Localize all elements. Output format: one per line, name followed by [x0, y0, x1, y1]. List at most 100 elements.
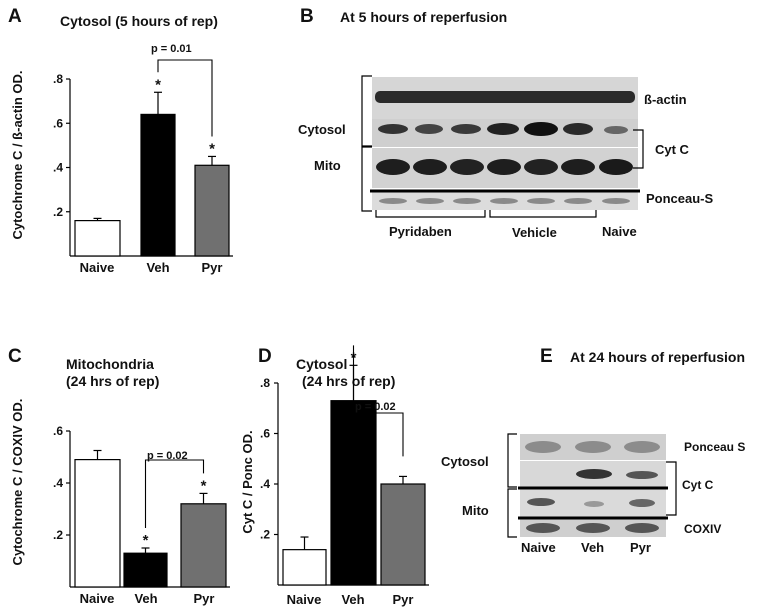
bracket-pyridaben [375, 210, 486, 218]
bracket-e-mito [507, 488, 517, 538]
y-tick-label: .8 [260, 376, 270, 390]
y-tick-label: .6 [260, 427, 270, 441]
panel-d-letter: D [258, 346, 272, 367]
y-tick-label: .4 [53, 476, 63, 490]
panel-b: B At 5 hours of reperfusion [298, 6, 714, 240]
category-label: Veh [146, 260, 169, 275]
panel-c-letter: C [8, 346, 22, 367]
blot-band [561, 159, 595, 175]
panel-d-title-line1: Cytosol [296, 356, 347, 372]
p-value-label: p = 0.01 [151, 43, 192, 55]
label-pyridaben: Pyridaben [389, 224, 452, 239]
blot-band [524, 159, 558, 175]
label-beta-actin: ß-actin [644, 92, 687, 107]
category-label: Veh [341, 592, 364, 607]
panel-e-letter: E [540, 346, 553, 367]
blot-band [453, 198, 481, 204]
panel-b-letter: B [300, 6, 314, 27]
blot-band [625, 523, 659, 533]
blot-band [451, 124, 481, 134]
category-label: Pyr [194, 591, 215, 606]
p-value-label: p = 0.02 [147, 450, 188, 462]
panel-c-title-line2: (24 hrs of rep) [66, 373, 159, 389]
chart-a: .2 .4 .6 .8 Cytochrome C / ß-actin OD. Naive *… [10, 43, 233, 275]
blot-band [379, 198, 407, 204]
significance-star: * [155, 76, 161, 93]
label-cytc: Cyt C [655, 142, 690, 157]
blot-band [524, 122, 558, 136]
blot-band [575, 441, 611, 453]
p-value-bracket [144, 459, 205, 528]
category-label: Naive [287, 592, 322, 607]
p-value-label: p = 0.02 [355, 401, 396, 413]
panel-d: D Cytosol (24 hrs of rep) .2 .4 .6 .8 Cyt C … [240, 345, 429, 607]
bar [330, 400, 377, 586]
y-axis-label: Cytochrome C / ß-actin OD. [10, 70, 25, 239]
blot-band [564, 198, 592, 204]
bar [282, 549, 327, 586]
label-e-coxiv: COXIV [684, 522, 721, 536]
bracket-e-cytosol [507, 433, 517, 488]
bar [194, 164, 230, 257]
panel-b-title: At 5 hours of reperfusion [340, 9, 507, 25]
y-tick-label: .8 [53, 72, 63, 86]
label-e-cytosol: Cytosol [441, 454, 489, 469]
blot-band [487, 123, 519, 135]
label-ponceau-s: Ponceau-S [646, 191, 714, 206]
p-value-bracket [352, 345, 404, 457]
label-e-veh: Veh [581, 540, 604, 555]
y-tick-label: .6 [53, 424, 63, 438]
blot-b-actin-band [375, 91, 635, 103]
y-axis-label: Cyt C / Ponc OD. [240, 430, 255, 533]
blot-band [378, 124, 408, 134]
y-tick-label: .6 [53, 116, 63, 130]
bracket-e-cytc [666, 461, 677, 516]
label-naive: Naive [602, 224, 637, 239]
panel-c: C Mitochondria (24 hrs of rep) .2 .4 .6 Cyt… [8, 346, 230, 606]
label-e-naive: Naive [521, 540, 556, 555]
bar [180, 503, 227, 588]
blot-band [376, 159, 410, 175]
blot-band [490, 198, 518, 204]
category-label: Naive [80, 591, 115, 606]
significance-star: * [143, 532, 149, 549]
blot-band [525, 441, 561, 453]
category-label: Naive [80, 260, 115, 275]
blot-band [450, 159, 484, 175]
blot-band [602, 198, 630, 204]
blot-band [527, 198, 555, 204]
bar [380, 483, 426, 586]
blot-band [413, 159, 447, 175]
panel-e-title: At 24 hours of reperfusion [570, 349, 745, 365]
blot-band [416, 198, 444, 204]
blot-band [604, 126, 628, 134]
bar [140, 113, 176, 257]
bar [74, 459, 121, 588]
panel-d-title-line2: (24 hrs of rep) [302, 373, 395, 389]
blot-band [576, 469, 612, 479]
blot-band [487, 159, 521, 175]
y-tick-label: .2 [53, 528, 63, 542]
blot-band [563, 123, 593, 135]
bracket-cytosol [361, 75, 372, 147]
blot-band [624, 441, 660, 453]
blot-band [629, 499, 655, 507]
significance-star: * [201, 477, 207, 494]
label-vehicle: Vehicle [512, 225, 557, 240]
panel-a-title: Cytosol (5 hours of rep) [60, 13, 218, 29]
blot-band [626, 471, 658, 479]
bracket-cytc [633, 129, 644, 169]
significance-star: * [209, 140, 215, 157]
panel-e: E At 24 hours of reperfusion Ponceau S C… [441, 346, 745, 555]
panel-a-letter: A [8, 6, 22, 27]
y-tick-label: .4 [260, 477, 270, 491]
y-tick-label: .2 [260, 528, 270, 542]
label-mito: Mito [314, 158, 341, 173]
blot-b-ponceau-bands [379, 198, 630, 204]
bracket-vehicle [489, 210, 597, 218]
label-e-ponceau-s: Ponceau S [684, 440, 745, 454]
panel-a: A Cytosol (5 hours of rep) .2 .4 .6 .8 Cytoc… [8, 6, 233, 275]
blot-band [415, 124, 443, 134]
